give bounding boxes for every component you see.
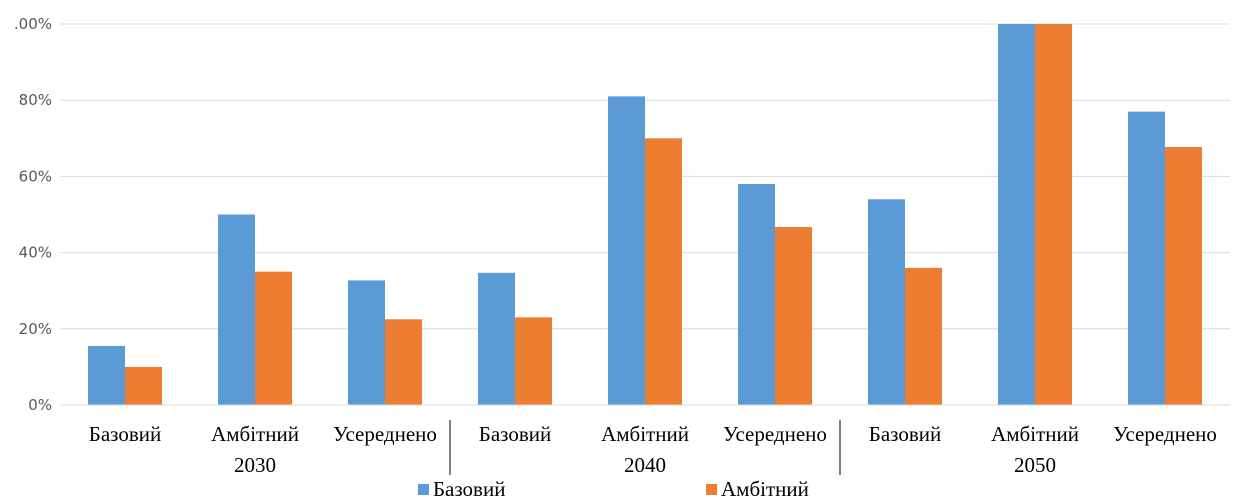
bar-ambitnyi xyxy=(1035,24,1072,405)
x-group-label: 2050 xyxy=(1014,453,1056,477)
bar-ambitnyi xyxy=(125,366,162,405)
x-group-label: 2040 xyxy=(624,453,666,477)
y-tick-label: 40% xyxy=(19,244,52,262)
y-tick-label: 80% xyxy=(19,91,52,109)
x-category-label: Амбітний xyxy=(601,422,689,446)
bar-bazovyi xyxy=(218,214,255,405)
bar-ambitnyi xyxy=(385,319,422,405)
y-tick-label: 20% xyxy=(19,320,52,338)
legend: Базовий Амбітний xyxy=(418,477,809,499)
x-category-label: Амбітний xyxy=(211,422,299,446)
bar-bazovyi xyxy=(998,24,1035,405)
bar-ambitnyi xyxy=(515,317,552,405)
bar-bazovyi xyxy=(608,96,645,405)
bar-bazovyi xyxy=(88,345,125,405)
bar-bazovyi xyxy=(1128,111,1165,405)
bar-ambitnyi xyxy=(255,271,292,405)
bar-ambitnyi xyxy=(1165,147,1202,406)
y-tick-label: 0% xyxy=(28,396,52,414)
bar-bazovyi xyxy=(868,199,905,405)
x-category-label: Амбітний xyxy=(991,422,1079,446)
x-category-label: Базовий xyxy=(479,422,551,446)
bar-bazovyi xyxy=(348,280,385,405)
bar-ambitnyi xyxy=(775,227,812,405)
y-tick-label: 60% xyxy=(19,167,52,185)
bar-bazovyi xyxy=(738,184,775,405)
x-category-label: Усереднено xyxy=(1113,422,1217,446)
x-axis-labels: Базовий Амбітний Усереднено Базовий Амбітний… xyxy=(89,420,1217,477)
legend-label: Амбітний xyxy=(721,477,809,499)
bars xyxy=(88,24,1202,406)
x-category-label: Усереднено xyxy=(723,422,827,446)
bar-ambitnyi xyxy=(645,138,682,406)
bar-ambitnyi xyxy=(905,267,942,405)
x-category-label: Базовий xyxy=(89,422,161,446)
x-group-label: 2030 xyxy=(234,453,276,477)
x-category-label: Базовий xyxy=(869,422,941,446)
y-tick-label: .00% xyxy=(14,15,52,33)
bar-bazovyi xyxy=(478,272,515,405)
legend-swatch xyxy=(706,484,717,495)
legend-label: Базовий xyxy=(433,477,505,499)
x-category-label: Усереднено xyxy=(333,422,437,446)
legend-swatch xyxy=(418,484,429,495)
y-axis-ticks: .00% 80% 60% 40% 20% 0% xyxy=(14,15,52,414)
